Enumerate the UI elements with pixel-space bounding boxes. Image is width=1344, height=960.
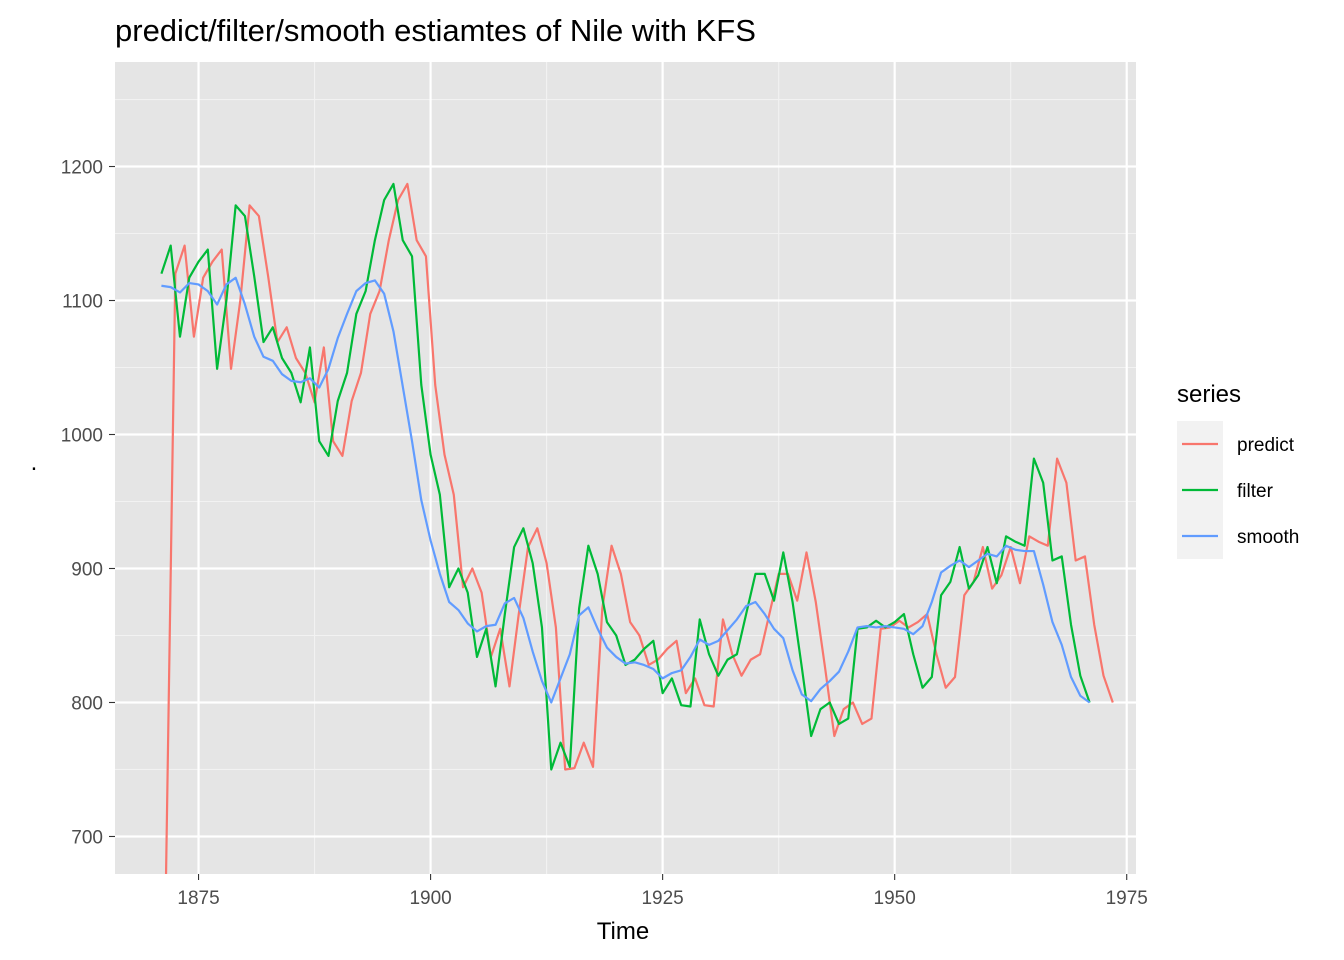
- x-tick-label: 1975: [1106, 888, 1148, 909]
- legend-label-filter: filter: [1237, 481, 1274, 502]
- axes: 1875 1900 1925 1950 1975 700 800 900 1000 1100 120…: [61, 158, 1148, 909]
- legend-label-smooth: smooth: [1237, 527, 1299, 548]
- legend: series predict filter smooth: [1177, 381, 1299, 559]
- minor-gridlines: [115, 62, 1136, 874]
- series-line-smooth: [161, 276, 1091, 704]
- legend-label-predict: predict: [1237, 435, 1295, 456]
- x-tick-label: 1925: [641, 888, 683, 909]
- y-tick-label: 1000: [61, 426, 103, 447]
- y-axis-title: .: [31, 449, 38, 476]
- major-gridlines: [115, 62, 1136, 874]
- x-tick-label: 1950: [874, 888, 916, 909]
- series-line-predict: [164, 182, 1114, 875]
- y-tick-label: 1200: [61, 158, 103, 179]
- y-tick-label: 1100: [62, 292, 103, 313]
- plot-panel: [115, 62, 1136, 874]
- chart-title: predict/filter/smooth estiamtes of Nile …: [115, 13, 756, 48]
- y-tick-label: 900: [71, 559, 103, 580]
- x-axis-title: Time: [597, 918, 649, 945]
- y-tick-label: 700: [71, 827, 103, 848]
- y-tick-label: 800: [71, 693, 103, 714]
- series-line-filter: [160, 182, 1091, 771]
- x-tick-label: 1875: [177, 888, 219, 909]
- legend-title: series: [1177, 381, 1241, 408]
- x-tick-label: 1900: [409, 888, 451, 909]
- series-lines: [160, 182, 1114, 875]
